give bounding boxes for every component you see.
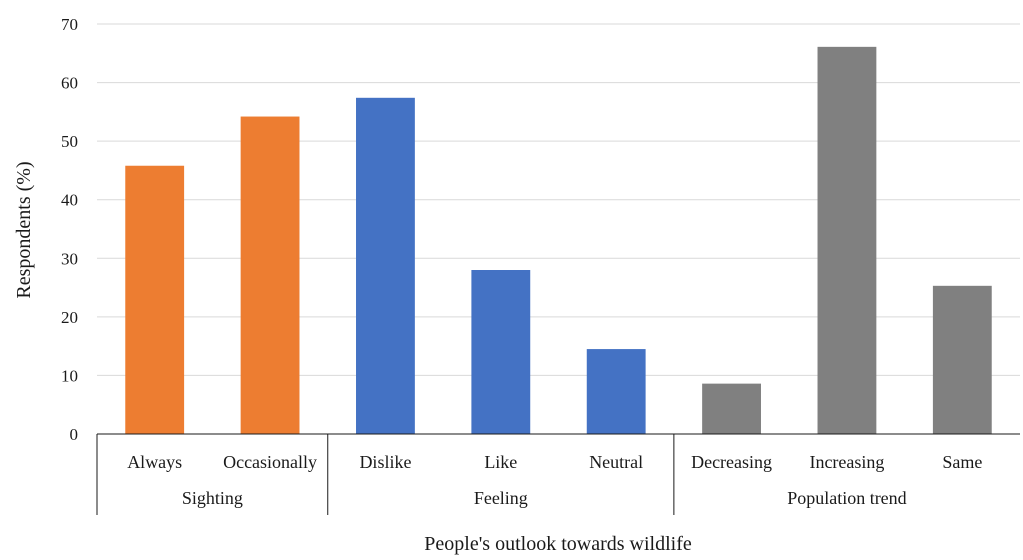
bar-decreasing xyxy=(702,383,761,434)
bar-occasionally xyxy=(240,116,300,435)
y-axis-ticks: 0 10 20 30 40 50 60 70 xyxy=(61,15,78,444)
x-axis-title: People's outlook towards wildlife xyxy=(424,533,692,555)
x-group-label: Feeling xyxy=(474,488,528,508)
y-tick-label: 20 xyxy=(61,308,78,327)
bar-increasing xyxy=(817,46,877,434)
y-tick-label: 70 xyxy=(61,15,78,34)
x-category-label: Like xyxy=(484,452,517,472)
x-category-label: Always xyxy=(127,452,182,472)
y-axis-title: Respondents (%) xyxy=(13,161,35,298)
y-tick-label: 40 xyxy=(61,191,78,210)
x-category-label: Decreasing xyxy=(691,452,772,472)
x-category-label: Increasing xyxy=(809,452,884,472)
gridlines xyxy=(97,23,1020,376)
y-tick-label: 30 xyxy=(61,249,78,268)
x-category-label: Dislike xyxy=(359,452,411,472)
bar-like xyxy=(471,270,531,434)
y-tick-label: 60 xyxy=(61,74,78,93)
bars xyxy=(125,46,992,435)
x-category-label: Occasionally xyxy=(223,452,317,472)
x-group-label: Sighting xyxy=(182,488,243,508)
x-category-label: Same xyxy=(942,452,982,472)
x-group-label: Population trend xyxy=(787,488,907,508)
x-axis: Always Occasionally Sighting Dislike Like Neu… xyxy=(96,433,1020,515)
y-tick-label: 0 xyxy=(70,425,79,444)
y-tick-label: 50 xyxy=(61,132,78,151)
bar-neutral xyxy=(586,349,646,434)
y-tick-label: 10 xyxy=(61,366,78,385)
bar-dislike xyxy=(356,97,415,435)
bar-always xyxy=(125,165,185,434)
bar-same xyxy=(932,285,992,434)
x-category-label: Neutral xyxy=(589,452,643,472)
